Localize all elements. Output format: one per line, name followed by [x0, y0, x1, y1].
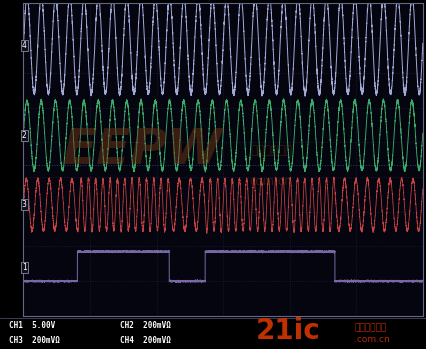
Text: com.cn: com.cn [249, 175, 292, 188]
Text: 21ic: 21ic [256, 317, 320, 345]
Text: 1: 1 [22, 263, 26, 272]
Text: 2: 2 [22, 131, 26, 140]
Text: 3: 3 [22, 200, 27, 209]
Text: CH2  200mVΩ: CH2 200mVΩ [119, 321, 170, 329]
Text: 4: 4 [22, 40, 27, 50]
Text: CH1  5.00V: CH1 5.00V [9, 321, 55, 329]
Text: CH4  200mVΩ: CH4 200mVΩ [119, 336, 170, 345]
Text: 电子产品世界: 电子产品世界 [354, 323, 386, 332]
Text: EEPW: EEPW [63, 126, 223, 174]
Text: 电子产品世界: 电子产品世界 [250, 144, 291, 157]
Text: CH3  200mVΩ: CH3 200mVΩ [9, 336, 59, 345]
Text: .com.cn: .com.cn [354, 335, 389, 344]
